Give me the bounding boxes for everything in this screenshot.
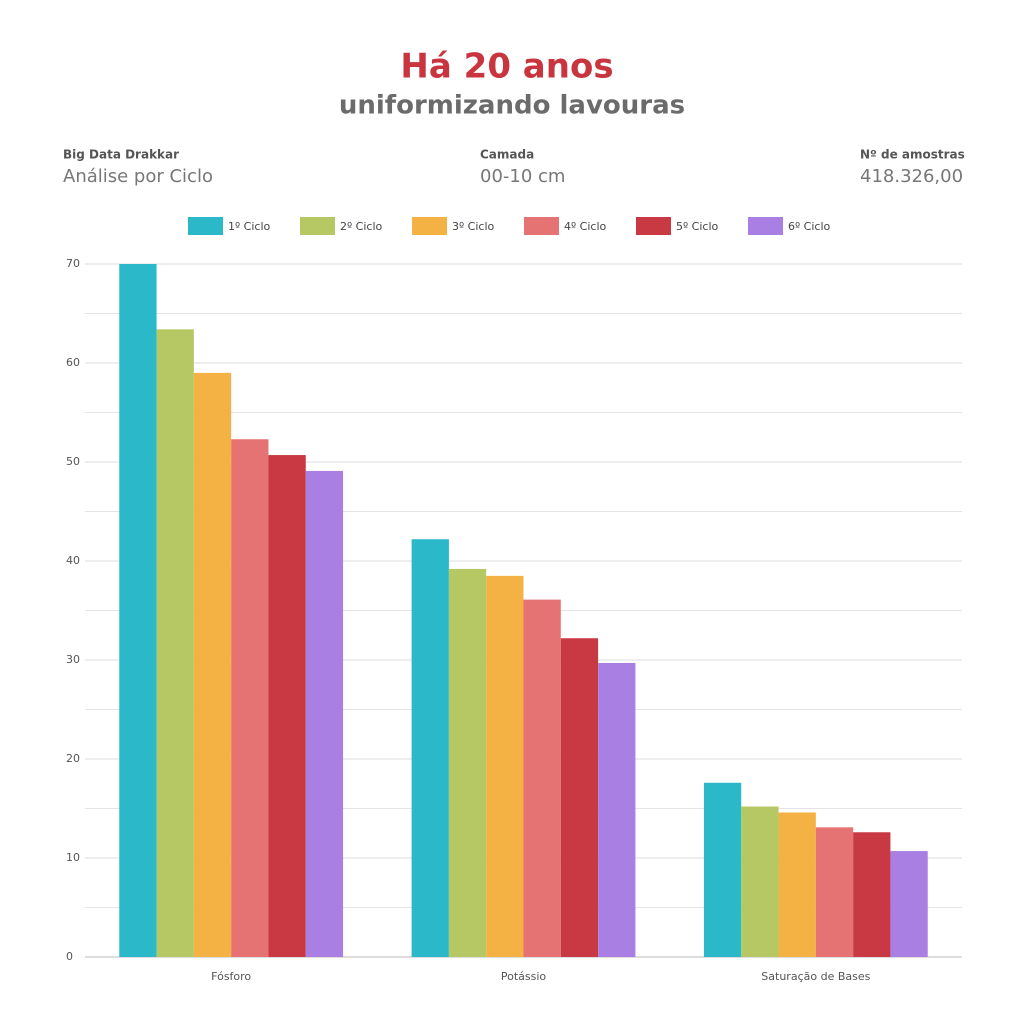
y-tick-label: 0	[66, 950, 73, 963]
legend-swatch	[636, 217, 671, 235]
bar	[741, 806, 779, 957]
bar	[703, 782, 742, 957]
chart-title: Há 20 anos	[400, 47, 613, 87]
bar	[523, 599, 561, 957]
bar	[853, 832, 891, 957]
info-label: Big Data Drakkar	[63, 148, 179, 162]
y-tick-label: 30	[66, 653, 80, 666]
x-tick-label: Potássio	[501, 970, 547, 983]
legend-label: 3º Ciclo	[452, 220, 495, 233]
info-label: Nº de amostras	[860, 148, 965, 162]
bar	[815, 827, 854, 957]
y-tick-label: 10	[66, 851, 80, 864]
bar	[193, 372, 232, 957]
bar	[268, 455, 306, 957]
y-tick-label: 50	[66, 455, 80, 468]
bar	[598, 662, 636, 957]
legend-swatch	[188, 217, 223, 235]
legend-swatch	[748, 217, 783, 235]
y-tick-label: 20	[66, 752, 80, 765]
y-tick-label: 40	[66, 554, 80, 567]
bar	[448, 568, 487, 957]
legend-swatch	[524, 217, 559, 235]
x-tick-label: Saturação de Bases	[761, 970, 870, 983]
bar	[890, 851, 928, 957]
legend-swatch	[300, 217, 335, 235]
bar	[231, 439, 269, 958]
legend-label: 2º Ciclo	[340, 220, 383, 233]
legend-swatch	[412, 217, 447, 235]
bar	[778, 812, 816, 957]
bar	[305, 470, 344, 957]
x-tick-label: Fósforo	[211, 970, 251, 983]
y-tick-label: 70	[66, 257, 80, 270]
legend-label: 6º Ciclo	[788, 220, 831, 233]
info-value: 418.326,00	[860, 166, 963, 187]
y-tick-label: 60	[66, 356, 80, 369]
legend-label: 5º Ciclo	[676, 220, 719, 233]
legend-label: 1º Ciclo	[228, 220, 271, 233]
bar	[560, 638, 599, 957]
chart-subtitle: uniformizando lavouras	[339, 91, 685, 121]
bar	[486, 575, 524, 957]
info-value: 00-10 cm	[480, 166, 565, 187]
bar	[156, 329, 194, 958]
bar	[411, 539, 449, 957]
legend-label: 4º Ciclo	[564, 220, 607, 233]
info-value: Análise por Ciclo	[63, 166, 213, 187]
bar	[119, 264, 157, 957]
info-label: Camada	[480, 148, 534, 162]
